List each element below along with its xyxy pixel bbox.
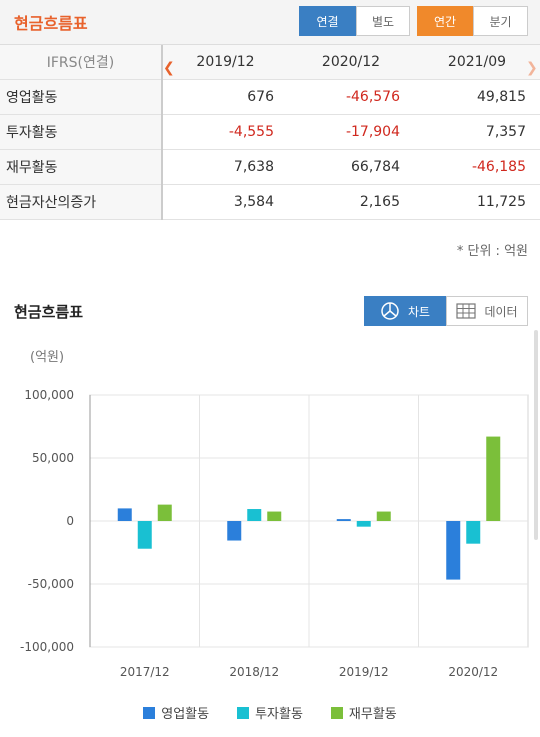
prev-period-chevron-icon[interactable]: ❮ — [163, 60, 175, 76]
column-header-period: 2019/12 — [162, 45, 288, 80]
chart-section-title: 현금흐름표 — [14, 303, 84, 321]
table-cell: 3,584 — [162, 184, 288, 220]
data-view-button[interactable]: 데이터 — [446, 296, 528, 326]
table-cell: 66,784 — [288, 149, 414, 185]
chart-bar — [117, 508, 132, 521]
chart-bar — [137, 521, 152, 549]
unit-note: * 단위 : 억원 — [456, 244, 528, 259]
page-title: 현금흐름표 — [14, 14, 88, 33]
column-header-period: 2020/12 — [288, 45, 414, 80]
chart-bar — [247, 509, 262, 521]
x-tick-label: 2017/12 — [120, 665, 170, 679]
legend-swatch — [237, 707, 250, 719]
chart-bar — [267, 511, 282, 521]
y-tick-label: -100,000 — [20, 640, 74, 654]
table-cell: -4,555 — [162, 114, 288, 150]
table-cell: 676 — [162, 79, 288, 115]
toggle-separate-button[interactable]: 별도 — [356, 6, 410, 36]
table-cell: -46,576 — [288, 79, 414, 115]
chart-bar — [336, 519, 351, 521]
scrollbar[interactable] — [534, 330, 538, 540]
table-header-row: IFRS(연결) 2019/12 2020/12 2021/09 — [0, 45, 540, 80]
row-label: 영업활동 — [0, 79, 163, 115]
cashflow-table: IFRS(연결) 2019/12 2020/12 2021/09 영업활동 67… — [0, 45, 540, 220]
column-header-period: 2021/09 — [414, 45, 540, 80]
legend-label: 영업활동 — [161, 707, 210, 722]
table-grid-icon — [456, 303, 477, 319]
table-row: 투자활동 -4,555 -17,904 7,357 — [0, 114, 540, 150]
table-label-header: IFRS(연결) — [0, 45, 163, 80]
table-cell: -17,904 — [288, 114, 414, 150]
table-row: 영업활동 676 -46,576 49,815 — [0, 79, 540, 115]
table-row: 현금자산의증가 3,584 2,165 11,725 — [0, 184, 540, 220]
chart-bar — [486, 436, 501, 521]
cashflow-bar-chart: 100,000 50,000 0 -50,000 -100,000 2017/12 2018… — [20, 388, 529, 679]
legend-item[interactable]: 투자활동 — [237, 703, 303, 722]
table-cell: 49,815 — [414, 79, 540, 115]
y-tick-label: -50,000 — [28, 577, 74, 591]
data-view-label: 데이터 — [484, 304, 518, 319]
table-cell: 7,357 — [414, 114, 540, 150]
legend-item[interactable]: 재무활동 — [330, 703, 397, 722]
legend-item[interactable]: 영업활동 — [143, 703, 209, 722]
row-label: 현금자산의증가 — [0, 184, 163, 220]
x-tick-label: 2019/12 — [339, 665, 389, 679]
top-bar: 현금흐름표 연결 별도 연간 분기 — [0, 0, 540, 45]
y-tick-label: 50,000 — [32, 451, 74, 465]
chart-bar — [376, 511, 391, 521]
chart-bar — [227, 521, 242, 541]
table-cell: 11,725 — [414, 184, 540, 220]
pie-chart-icon — [381, 302, 399, 320]
chart-bar — [157, 504, 172, 521]
toggle-consolidated-button[interactable]: 연결 — [299, 6, 356, 36]
chart-view-label: 차트 — [407, 304, 431, 319]
chart-bar — [466, 521, 481, 544]
legend-swatch — [143, 707, 156, 719]
chart-view-button[interactable]: 차트 — [364, 296, 446, 326]
next-period-chevron-icon[interactable]: ❯ — [526, 60, 538, 76]
x-tick-label: 2020/12 — [448, 665, 498, 679]
table-row: 재무활동 7,638 66,784 -46,185 — [0, 149, 540, 185]
chart-legend: 영업활동 투자활동 재무활동 — [0, 703, 540, 722]
table-cell: 7,638 — [162, 149, 288, 185]
legend-swatch — [330, 707, 343, 719]
x-tick-label: 2018/12 — [229, 665, 279, 679]
legend-label: 재무활동 — [348, 707, 397, 722]
toggle-annual-button[interactable]: 연간 — [417, 6, 473, 36]
row-label: 재무활동 — [0, 149, 163, 185]
chart-unit-label: (억원) — [30, 350, 65, 365]
legend-label: 투자활동 — [255, 707, 303, 722]
y-tick-label: 0 — [66, 514, 74, 528]
toggle-quarter-button[interactable]: 분기 — [473, 6, 528, 36]
chart-bar — [446, 521, 461, 580]
table-cell: 2,165 — [288, 184, 414, 220]
table-cell: -46,185 — [414, 149, 540, 185]
y-tick-label: 100,000 — [24, 388, 74, 402]
chart-bar — [356, 521, 371, 527]
row-label: 투자활동 — [0, 114, 163, 150]
